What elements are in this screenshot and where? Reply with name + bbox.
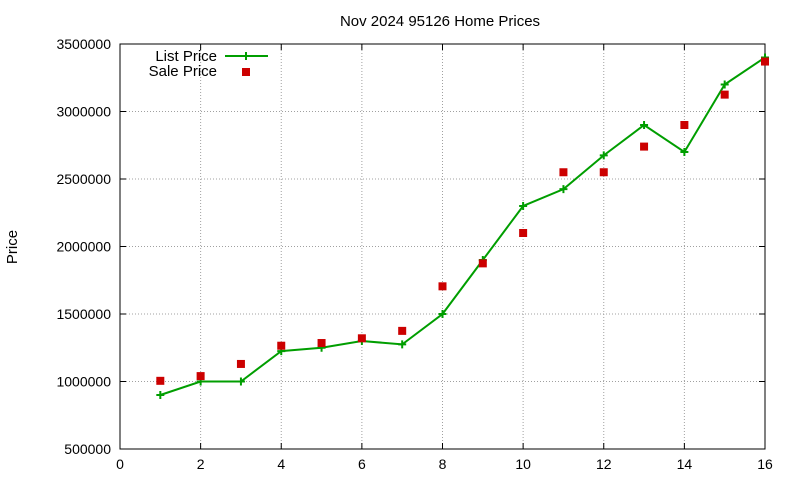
x-tick-label: 10 bbox=[515, 456, 531, 472]
sale-price-point bbox=[478, 259, 487, 268]
legend-label-sale-price: Sale Price bbox=[149, 63, 217, 80]
list-price-point bbox=[519, 202, 528, 210]
sale-price-point bbox=[156, 376, 165, 385]
x-tick-label: 0 bbox=[116, 456, 124, 472]
list-price-point bbox=[398, 340, 407, 349]
y-tick-label: 1000000 bbox=[56, 374, 111, 390]
x-tick-label: 16 bbox=[757, 456, 773, 472]
sale-price-point bbox=[438, 282, 447, 291]
list-price-point bbox=[236, 377, 245, 386]
x-tick-label: 2 bbox=[197, 456, 205, 472]
grid-lines bbox=[120, 44, 765, 449]
sale-price-point bbox=[398, 326, 407, 335]
x-tick-label: 12 bbox=[596, 456, 612, 472]
list-price-point bbox=[680, 148, 689, 156]
sale-price-point bbox=[519, 229, 528, 237]
sale-price-point bbox=[599, 168, 608, 177]
list-price-point bbox=[640, 121, 649, 129]
list-price-point bbox=[599, 151, 608, 160]
y-axis-label: Price bbox=[4, 230, 21, 264]
plot-frame bbox=[119, 43, 766, 450]
sale-price-point bbox=[236, 359, 245, 368]
data-series bbox=[156, 53, 769, 399]
sale-price-point bbox=[357, 334, 366, 343]
list-price-line bbox=[159, 56, 766, 396]
sale-price-point bbox=[680, 121, 689, 129]
y-tick-label: 2500000 bbox=[56, 171, 111, 187]
sale-price-point bbox=[317, 339, 326, 348]
y-tick-label: 3500000 bbox=[56, 36, 111, 52]
x-tick-label: 14 bbox=[677, 456, 693, 472]
list-price-point bbox=[438, 310, 447, 318]
list-price-point bbox=[156, 391, 165, 399]
y-tick-label: 500000 bbox=[64, 441, 111, 457]
sale-price-point bbox=[720, 90, 729, 99]
legend-marker-sale-price bbox=[242, 68, 250, 76]
y-tick-label: 1500000 bbox=[56, 306, 111, 322]
y-tick-label: 3000000 bbox=[56, 104, 111, 120]
list-price-point bbox=[720, 80, 729, 89]
sale-price-point bbox=[640, 142, 649, 151]
x-tick-label: 6 bbox=[358, 456, 366, 472]
list-price-point bbox=[559, 185, 568, 194]
x-tick-label: 8 bbox=[439, 456, 447, 472]
x-tick-label: 4 bbox=[277, 456, 285, 472]
sale-price-point bbox=[277, 341, 286, 350]
y-tick-label: 2000000 bbox=[56, 239, 111, 255]
sale-price-point bbox=[196, 372, 205, 381]
sale-price-point bbox=[761, 57, 769, 66]
sale-price-point bbox=[559, 168, 568, 177]
chart-title: Nov 2024 95126 Home Prices bbox=[340, 13, 540, 30]
legend-label-list-price: List Price bbox=[155, 48, 217, 65]
axis-ticks: 0 2 4 6 8 10 12 14 16 500000 1000000 1500000 2000000… bbox=[56, 36, 773, 472]
